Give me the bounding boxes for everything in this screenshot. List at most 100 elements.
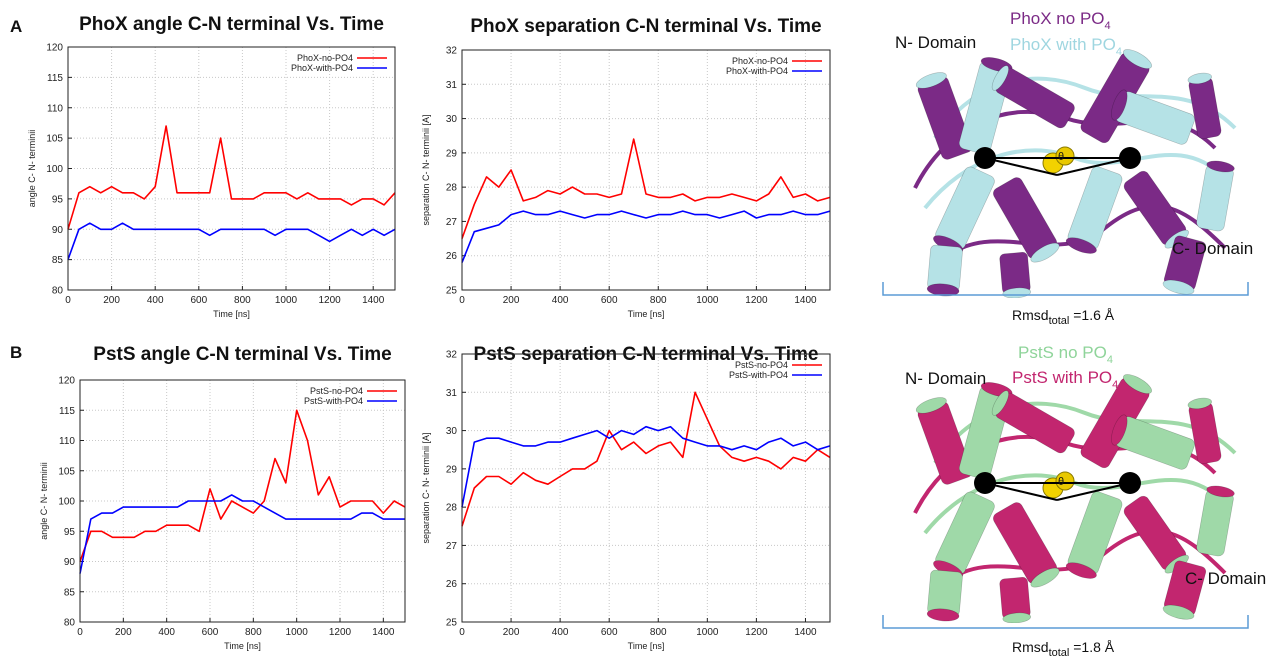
x-tick-label: 1200 [318, 295, 341, 306]
y-tick-label: 80 [52, 286, 64, 297]
y-tick-label: 27 [446, 217, 458, 228]
rmsd-text: Rmsd [1012, 307, 1049, 323]
x-tick-label: 800 [650, 627, 667, 638]
legend-label: PhoX-with-PO4 [291, 63, 353, 73]
y-axis-label: angle C- N- terminii [39, 462, 49, 540]
legend-label: PhoX-with-PO4 [726, 66, 788, 76]
plot-frame [461, 353, 831, 623]
chart-title: PstS angle C-N terminal Vs. Time [93, 344, 391, 365]
x-tick-label: 1000 [696, 627, 719, 638]
legend-sub: 4 [1112, 379, 1118, 391]
panel-label: A [10, 17, 22, 36]
rmsd-label: Rmsdtotal =1.8 Å [1012, 639, 1115, 659]
structure-legend: PhoX with PO4 [1010, 35, 1122, 58]
legend-label: PstS-no-PO4 [735, 360, 788, 370]
x-tick-label: 200 [503, 627, 520, 638]
y-tick-label: 27 [446, 541, 458, 552]
theta-label: θ [1058, 151, 1064, 163]
x-tick-label: 1400 [372, 627, 395, 638]
x-tick-label: 400 [158, 627, 175, 638]
y-axis-label: separation C- N- terminii [A] [421, 432, 431, 543]
protein-structure [914, 46, 1235, 299]
legend-label: PhoX-no-PO4 [297, 53, 353, 63]
x-tick-label: 1000 [286, 627, 309, 638]
legend-text: PstS with PO [1012, 368, 1112, 387]
x-tick-label: 0 [65, 295, 71, 306]
x-axis-label: Time [ns] [213, 309, 250, 319]
series-line [67, 222, 396, 260]
x-tick-label: 0 [459, 295, 465, 306]
x-tick-label: 200 [115, 627, 132, 638]
y-tick-label: 28 [446, 183, 458, 194]
x-tick-label: 200 [503, 295, 520, 306]
chart-title: PhoX separation C-N terminal Vs. Time [470, 16, 821, 37]
y-tick-label: 32 [446, 350, 458, 361]
domain-label: N- Domain [895, 33, 976, 52]
y-tick-label: 100 [46, 164, 63, 175]
legend-sub: 4 [1116, 46, 1122, 58]
series-line [461, 425, 831, 508]
y-tick-label: 100 [58, 497, 75, 508]
legend-text: PhoX no PO [1010, 9, 1105, 28]
x-tick-label: 800 [245, 627, 262, 638]
x-axis-label: Time [ns] [628, 309, 665, 319]
legend-label: PhoX-no-PO4 [732, 56, 788, 66]
y-tick-label: 32 [446, 46, 458, 57]
x-tick-label: 0 [77, 627, 83, 638]
domain-label: N- Domain [905, 369, 986, 388]
x-tick-label: 400 [552, 627, 569, 638]
legend-label: PstS-no-PO4 [310, 386, 363, 396]
x-tick-label: 1400 [362, 295, 385, 306]
domain-label: C- Domain [1172, 239, 1253, 258]
y-tick-label: 26 [446, 579, 458, 590]
y-tick-label: 85 [64, 587, 76, 598]
x-tick-label: 200 [103, 295, 120, 306]
y-tick-label: 25 [446, 286, 458, 297]
x-tick-label: 1200 [329, 627, 352, 638]
y-tick-label: 31 [446, 80, 458, 91]
y-tick-label: 110 [47, 103, 63, 114]
series-line [461, 138, 831, 239]
x-tick-label: 600 [601, 295, 618, 306]
structure-legend: PstS with PO4 [1012, 368, 1118, 391]
y-tick-label: 30 [446, 114, 458, 125]
y-tick-label: 120 [46, 43, 63, 54]
rmsd-label: Rmsdtotal =1.6 Å [1012, 307, 1115, 327]
rmsd-value: =1.6 Å [1069, 307, 1114, 323]
x-tick-label: 1200 [745, 627, 768, 638]
theta-label: θ [1058, 476, 1064, 488]
y-tick-label: 30 [446, 426, 458, 437]
y-tick-label: 95 [64, 527, 76, 538]
y-tick-label: 105 [58, 466, 75, 477]
plot-frame [67, 46, 396, 291]
x-tick-label: 600 [190, 295, 207, 306]
x-tick-label: 800 [234, 295, 251, 306]
legend-label: PstS-with-PO4 [304, 396, 363, 406]
plot-frame [79, 379, 406, 623]
x-axis-label: Time [ns] [628, 641, 665, 651]
y-tick-label: 115 [59, 406, 75, 417]
structure-legend: PhoX no PO4 [1010, 9, 1111, 32]
structure-legend: PstS no PO4 [1018, 343, 1113, 366]
legend-text: PstS no PO [1018, 343, 1107, 362]
y-tick-label: 80 [64, 618, 76, 629]
legend-sub: 4 [1105, 20, 1111, 32]
y-tick-label: 31 [446, 388, 458, 399]
y-tick-label: 115 [47, 73, 63, 84]
bracket [882, 282, 1249, 296]
legend-label: PstS-with-PO4 [729, 370, 788, 380]
series-line [79, 409, 406, 562]
series-line [79, 494, 405, 574]
y-axis-label: angle C- N- terminii [27, 130, 37, 208]
y-tick-label: 29 [446, 148, 458, 159]
legend-sub: 4 [1107, 354, 1113, 366]
y-tick-label: 120 [58, 376, 75, 387]
x-tick-label: 600 [202, 627, 219, 638]
y-tick-label: 28 [446, 503, 458, 514]
y-tick-label: 85 [52, 255, 64, 266]
legend-text: PhoX with PO [1010, 35, 1116, 54]
x-tick-label: 400 [552, 295, 569, 306]
x-tick-label: 400 [147, 295, 164, 306]
x-tick-label: 1000 [696, 295, 719, 306]
